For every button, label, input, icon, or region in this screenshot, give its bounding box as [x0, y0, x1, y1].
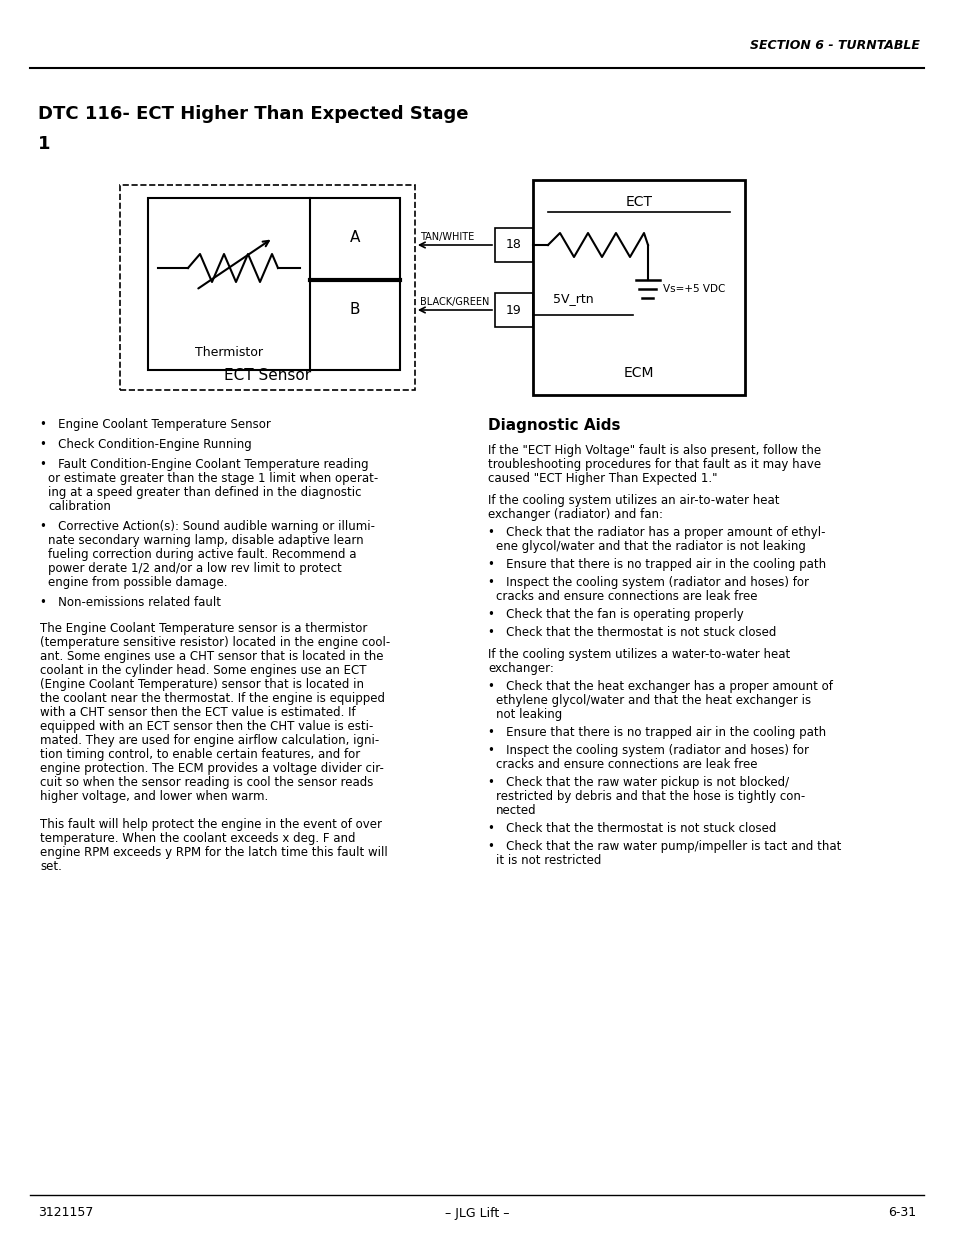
- Text: engine from possible damage.: engine from possible damage.: [48, 576, 227, 589]
- Text: ing at a speed greater than defined in the diagnostic: ing at a speed greater than defined in t…: [48, 487, 361, 499]
- Text: •   Check that the raw water pump/impeller is tact and that: • Check that the raw water pump/impeller…: [488, 840, 841, 853]
- Text: higher voltage, and lower when warm.: higher voltage, and lower when warm.: [40, 790, 268, 803]
- Text: mated. They are used for engine airflow calculation, igni-: mated. They are used for engine airflow …: [40, 734, 379, 747]
- Text: temperature. When the coolant exceeds x deg. F and: temperature. When the coolant exceeds x …: [40, 832, 355, 845]
- Text: ECT: ECT: [625, 195, 652, 209]
- Text: DTC 116- ECT Higher Than Expected Stage: DTC 116- ECT Higher Than Expected Stage: [38, 105, 468, 124]
- Text: restricted by debris and that the hose is tightly con-: restricted by debris and that the hose i…: [496, 790, 804, 803]
- Text: the coolant near the thermostat. If the engine is equipped: the coolant near the thermostat. If the …: [40, 692, 385, 705]
- Text: •   Ensure that there is no trapped air in the cooling path: • Ensure that there is no trapped air in…: [488, 558, 825, 571]
- Text: •   Inspect the cooling system (radiator and hoses) for: • Inspect the cooling system (radiator a…: [488, 743, 808, 757]
- Text: cracks and ensure connections are leak free: cracks and ensure connections are leak f…: [496, 758, 757, 771]
- Text: nected: nected: [496, 804, 536, 818]
- Text: 3121157: 3121157: [38, 1207, 93, 1219]
- Text: (Engine Coolant Temperature) sensor that is located in: (Engine Coolant Temperature) sensor that…: [40, 678, 364, 692]
- Text: 19: 19: [506, 304, 521, 316]
- Text: •   Check that the fan is operating properly: • Check that the fan is operating proper…: [488, 608, 743, 621]
- Text: If the "ECT High Voltage" fault is also present, follow the: If the "ECT High Voltage" fault is also …: [488, 445, 821, 457]
- Text: If the cooling system utilizes a water-to-water heat: If the cooling system utilizes a water-t…: [488, 648, 789, 661]
- Text: tion timing control, to enable certain features, and for: tion timing control, to enable certain f…: [40, 748, 360, 761]
- Text: Diagnostic Aids: Diagnostic Aids: [488, 417, 619, 433]
- Text: caused "ECT Higher Than Expected 1.": caused "ECT Higher Than Expected 1.": [488, 472, 717, 485]
- Text: 1: 1: [38, 135, 51, 153]
- Text: •   Check that the thermostat is not stuck closed: • Check that the thermostat is not stuck…: [488, 626, 776, 638]
- Text: ECM: ECM: [623, 366, 654, 380]
- Text: ECT Sensor: ECT Sensor: [224, 368, 311, 384]
- Text: •   Check that the heat exchanger has a proper amount of: • Check that the heat exchanger has a pr…: [488, 680, 832, 693]
- Text: If the cooling system utilizes an air-to-water heat: If the cooling system utilizes an air-to…: [488, 494, 779, 508]
- Text: •   Check that the radiator has a proper amount of ethyl-: • Check that the radiator has a proper a…: [488, 526, 824, 538]
- Text: power derate 1/2 and/or a low rev limit to protect: power derate 1/2 and/or a low rev limit …: [48, 562, 341, 576]
- Text: ethylene glycol/water and that the heat exchanger is: ethylene glycol/water and that the heat …: [496, 694, 810, 706]
- Text: equipped with an ECT sensor then the CHT value is esti-: equipped with an ECT sensor then the CHT…: [40, 720, 373, 734]
- Text: ene glycol/water and that the radiator is not leaking: ene glycol/water and that the radiator i…: [496, 540, 805, 553]
- Text: •   Check that the raw water pickup is not blocked/: • Check that the raw water pickup is not…: [488, 776, 788, 789]
- Text: The Engine Coolant Temperature sensor is a thermistor: The Engine Coolant Temperature sensor is…: [40, 622, 367, 635]
- Text: with a CHT sensor then the ECT value is estimated. If: with a CHT sensor then the ECT value is …: [40, 706, 355, 719]
- Text: A: A: [350, 231, 360, 246]
- Text: set.: set.: [40, 860, 62, 873]
- Text: not leaking: not leaking: [496, 708, 561, 721]
- Text: engine protection. The ECM provides a voltage divider cir-: engine protection. The ECM provides a vo…: [40, 762, 383, 776]
- Text: cracks and ensure connections are leak free: cracks and ensure connections are leak f…: [496, 590, 757, 603]
- Text: it is not restricted: it is not restricted: [496, 853, 600, 867]
- Text: 5V_rtn: 5V_rtn: [553, 291, 593, 305]
- Text: ant. Some engines use a CHT sensor that is located in the: ant. Some engines use a CHT sensor that …: [40, 650, 383, 663]
- Text: •   Inspect the cooling system (radiator and hoses) for: • Inspect the cooling system (radiator a…: [488, 576, 808, 589]
- Text: TAN/WHITE: TAN/WHITE: [419, 232, 474, 242]
- Text: 6-31: 6-31: [887, 1207, 915, 1219]
- Text: •   Corrective Action(s): Sound audible warning or illumi-: • Corrective Action(s): Sound audible wa…: [40, 520, 375, 534]
- Text: •   Ensure that there is no trapped air in the cooling path: • Ensure that there is no trapped air in…: [488, 726, 825, 739]
- Text: 18: 18: [505, 238, 521, 252]
- Text: •   Engine Coolant Temperature Sensor: • Engine Coolant Temperature Sensor: [40, 417, 271, 431]
- Text: BLACK/GREEN: BLACK/GREEN: [419, 296, 489, 308]
- Text: coolant in the cylinder head. Some engines use an ECT: coolant in the cylinder head. Some engin…: [40, 664, 366, 677]
- Text: •   Check that the thermostat is not stuck closed: • Check that the thermostat is not stuck…: [488, 823, 776, 835]
- Text: Thermistor: Thermistor: [194, 346, 263, 358]
- Text: SECTION 6 - TURNTABLE: SECTION 6 - TURNTABLE: [749, 40, 919, 52]
- Text: (temperature sensitive resistor) located in the engine cool-: (temperature sensitive resistor) located…: [40, 636, 390, 650]
- Text: – JLG Lift –: – JLG Lift –: [444, 1207, 509, 1219]
- Text: fueling correction during active fault. Recommend a: fueling correction during active fault. …: [48, 548, 356, 561]
- Text: B: B: [350, 303, 360, 317]
- Text: exchanger (radiator) and fan:: exchanger (radiator) and fan:: [488, 508, 662, 521]
- Text: exchanger:: exchanger:: [488, 662, 554, 676]
- Text: nate secondary warning lamp, disable adaptive learn: nate secondary warning lamp, disable ada…: [48, 534, 363, 547]
- Text: This fault will help protect the engine in the event of over: This fault will help protect the engine …: [40, 818, 381, 831]
- Text: cuit so when the sensor reading is cool the sensor reads: cuit so when the sensor reading is cool …: [40, 776, 373, 789]
- Text: •   Fault Condition-Engine Coolant Temperature reading: • Fault Condition-Engine Coolant Tempera…: [40, 458, 368, 471]
- Text: or estimate greater than the stage 1 limit when operat-: or estimate greater than the stage 1 lim…: [48, 472, 377, 485]
- Text: •   Check Condition-Engine Running: • Check Condition-Engine Running: [40, 438, 252, 451]
- Text: troubleshooting procedures for that fault as it may have: troubleshooting procedures for that faul…: [488, 458, 821, 471]
- Text: engine RPM exceeds y RPM for the latch time this fault will: engine RPM exceeds y RPM for the latch t…: [40, 846, 387, 860]
- Text: Vs=+5 VDC: Vs=+5 VDC: [662, 284, 724, 294]
- Text: •   Non-emissions related fault: • Non-emissions related fault: [40, 597, 221, 609]
- Text: calibration: calibration: [48, 500, 111, 513]
